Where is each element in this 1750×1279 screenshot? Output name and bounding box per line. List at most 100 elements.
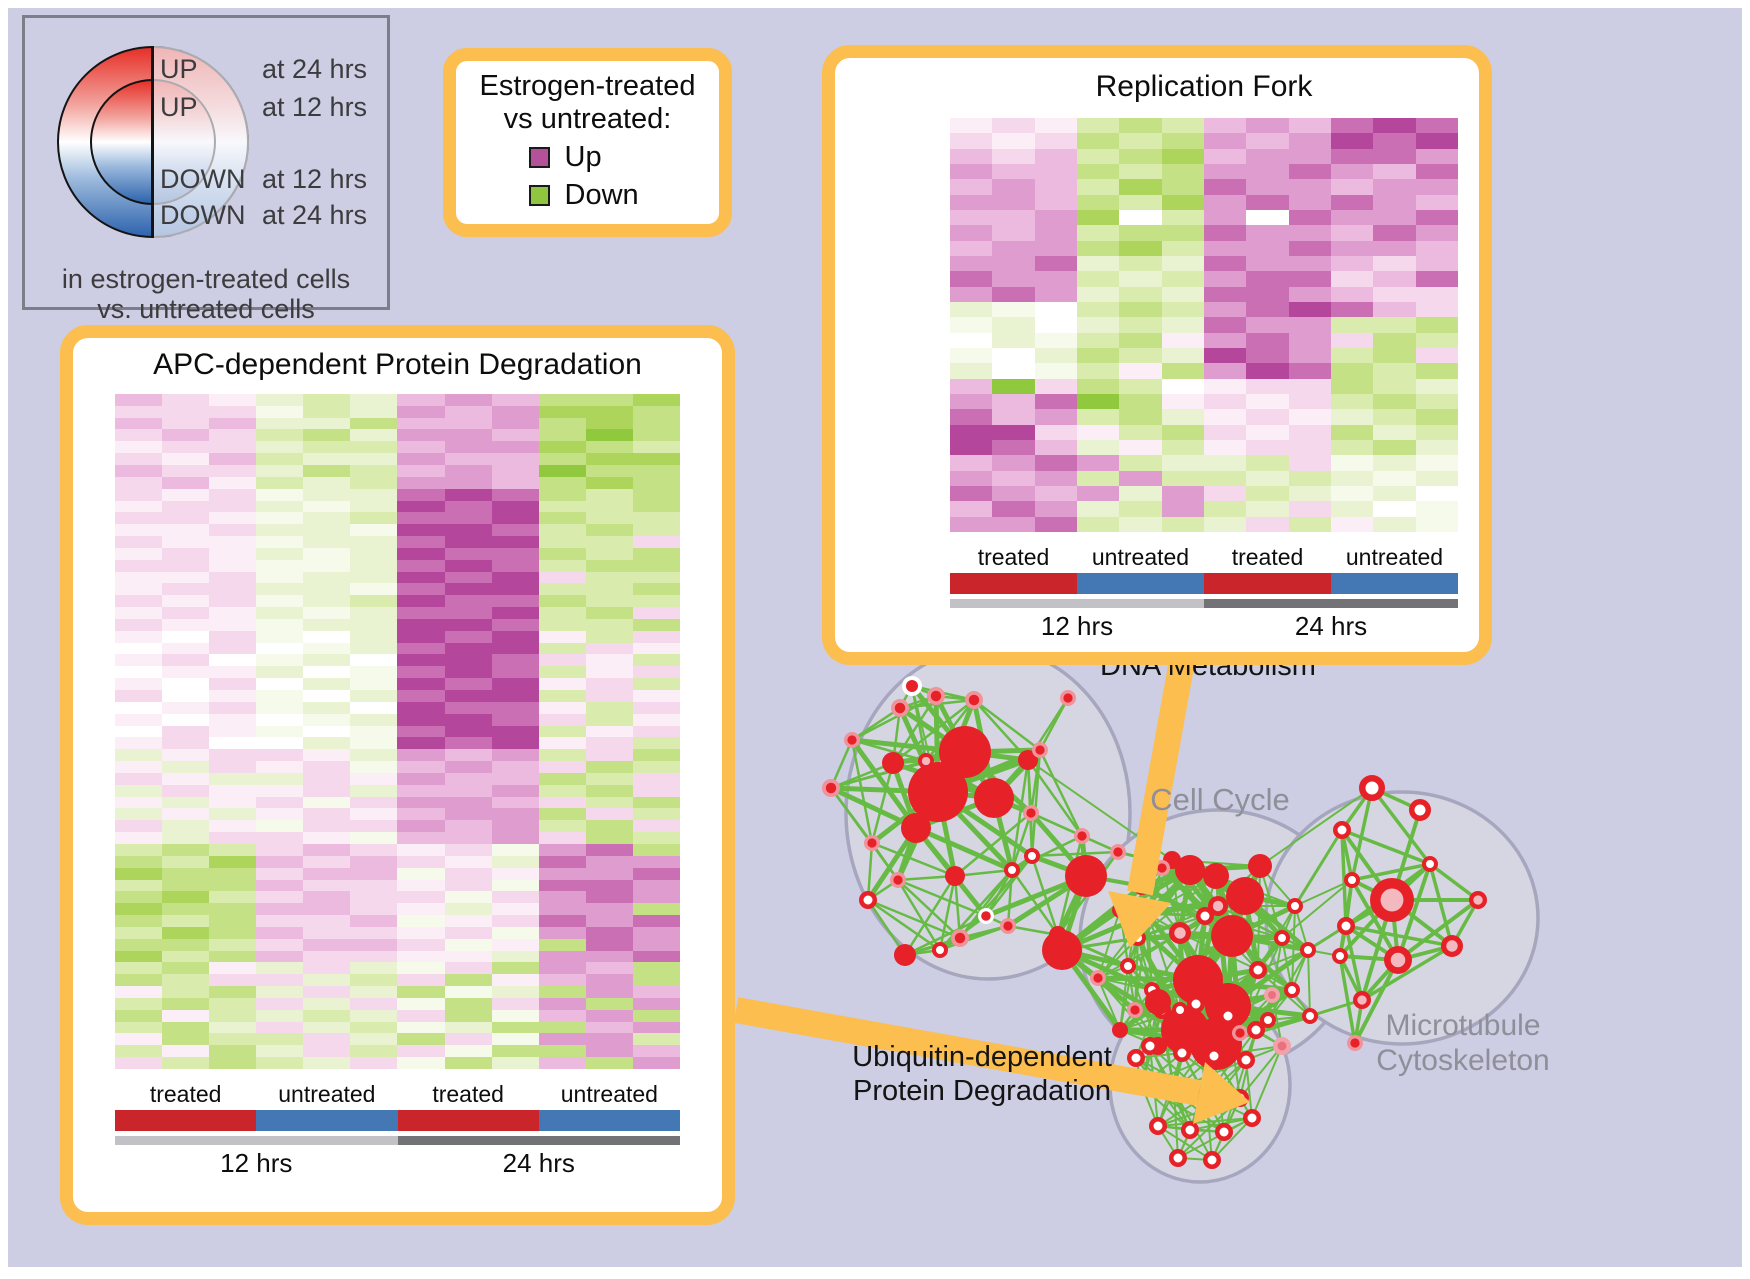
heatmap-cell (1246, 347, 1289, 364)
heatmap-cell (585, 1057, 633, 1069)
heatmap-cell (115, 820, 163, 833)
heatmap-cell (444, 926, 492, 939)
heatmap-cell (1119, 332, 1162, 348)
heatmap-cell (1034, 163, 1077, 180)
network-edge (1217, 905, 1309, 951)
wheel-caption-line2: vs. untreated cells (97, 294, 315, 324)
heatmap-cell (1119, 179, 1162, 195)
heatmap-cell (1246, 301, 1289, 318)
heatmap-cell (1076, 409, 1120, 425)
heatmap-cell (303, 713, 351, 726)
heatmap-cell (538, 962, 586, 975)
network-edge (1161, 867, 1219, 907)
axis-time-labels: 12 hrs 24 hrs (950, 608, 1458, 642)
heatmap-cell (1415, 439, 1458, 456)
heatmap-cell (303, 488, 351, 501)
heatmap-cell (397, 642, 445, 655)
heatmap-cell (1373, 133, 1416, 149)
cluster-label-ubiquitin-line2: Protein Degradation (853, 1075, 1111, 1107)
heatmap-cell (256, 808, 304, 821)
heatmap-cell (1415, 240, 1458, 256)
heatmap-cell (491, 571, 539, 584)
down-label: Down (564, 179, 639, 211)
heatmap-cell (1330, 363, 1374, 379)
heatmap-cell (992, 240, 1035, 256)
axis-group-label: treated (1231, 544, 1304, 570)
heatmap-cell (632, 394, 680, 406)
heatmap-cell (303, 595, 351, 608)
heatmap-cell (256, 737, 304, 750)
heatmap-cell (1288, 118, 1331, 134)
heatmap-cell (1246, 240, 1289, 256)
network-edge (1157, 1117, 1253, 1127)
heatmap-cell (1288, 501, 1331, 517)
heatmap-cell (209, 1021, 257, 1034)
heatmap-cell (303, 559, 351, 572)
heatmap-cell (632, 701, 680, 714)
heatmap-cell (162, 986, 210, 998)
heatmap-cell (444, 962, 492, 975)
heatmap-cell (303, 642, 351, 655)
heatmap-cell (1415, 209, 1458, 226)
heatmap-cell (1161, 179, 1204, 195)
network-edge (896, 879, 942, 951)
network-node (1243, 1109, 1261, 1127)
heatmap-cell (444, 488, 492, 501)
network-edge (1344, 925, 1364, 1001)
heatmap-cell (632, 1009, 680, 1022)
heatmap-cell (1034, 409, 1077, 425)
network-node (1203, 1151, 1221, 1169)
heatmap-cell (256, 820, 304, 833)
network-edge (1097, 932, 1181, 979)
heatmap-cell (950, 332, 993, 348)
heatmap-cell (1330, 301, 1374, 318)
heatmap-cell (115, 607, 163, 619)
heatmap-cell (538, 666, 586, 679)
network-edge (1137, 937, 1181, 1011)
heatmap-cell (303, 926, 351, 939)
heatmap-cell (491, 725, 539, 738)
heatmap-cell (950, 424, 993, 440)
heatmap-cell (538, 891, 586, 904)
heatmap-cell (115, 1009, 163, 1022)
axis-group-bars (115, 1110, 680, 1131)
heatmap-cell (950, 378, 993, 394)
network-node (1247, 1021, 1265, 1039)
heatmap-cell (397, 690, 445, 702)
heatmap-cell (1373, 301, 1416, 318)
heatmap-cell (303, 524, 351, 537)
heatmap-cell (950, 225, 993, 241)
heatmap-cell (1330, 148, 1374, 164)
heatmap-cell (209, 938, 257, 951)
heatmap-cell (256, 962, 304, 975)
heatmap-cell (1246, 363, 1289, 379)
heatmap-cell (585, 1033, 633, 1046)
heatmap-cell (950, 393, 993, 410)
heatmap-cell (632, 618, 680, 631)
heatmap-cell (585, 394, 633, 406)
heatmap-cell (162, 512, 210, 525)
heatmap-cell (1288, 240, 1331, 256)
heatmap-cell (209, 1033, 257, 1046)
heatmap-cell (1415, 501, 1458, 517)
heatmap-cell (1034, 179, 1077, 195)
heatmap-cell (632, 1033, 680, 1046)
heatmap-cell (585, 488, 633, 501)
pointer-arrow-head-1 (1193, 1062, 1250, 1124)
network-edge (1257, 865, 1261, 971)
heatmap-cell (303, 405, 351, 418)
heatmap-cell (1034, 194, 1077, 210)
heatmap-cell (1246, 516, 1289, 532)
heatmap-cell (444, 1045, 492, 1058)
heatmap-cell (444, 524, 492, 537)
heatmap-cell (1373, 424, 1416, 440)
heatmap-cell (209, 832, 257, 844)
cluster-label-microtubule-line1: Microtubule (1385, 1009, 1541, 1042)
heatmap-cell (350, 725, 398, 738)
heatmap-cell (491, 441, 539, 454)
heatmap-cell (350, 394, 398, 406)
wheel-direction-label-2: DOWN (160, 164, 246, 194)
heatmap-cell (115, 678, 163, 690)
heatmap-cell (1415, 225, 1458, 241)
heatmap-cell (397, 997, 445, 1010)
